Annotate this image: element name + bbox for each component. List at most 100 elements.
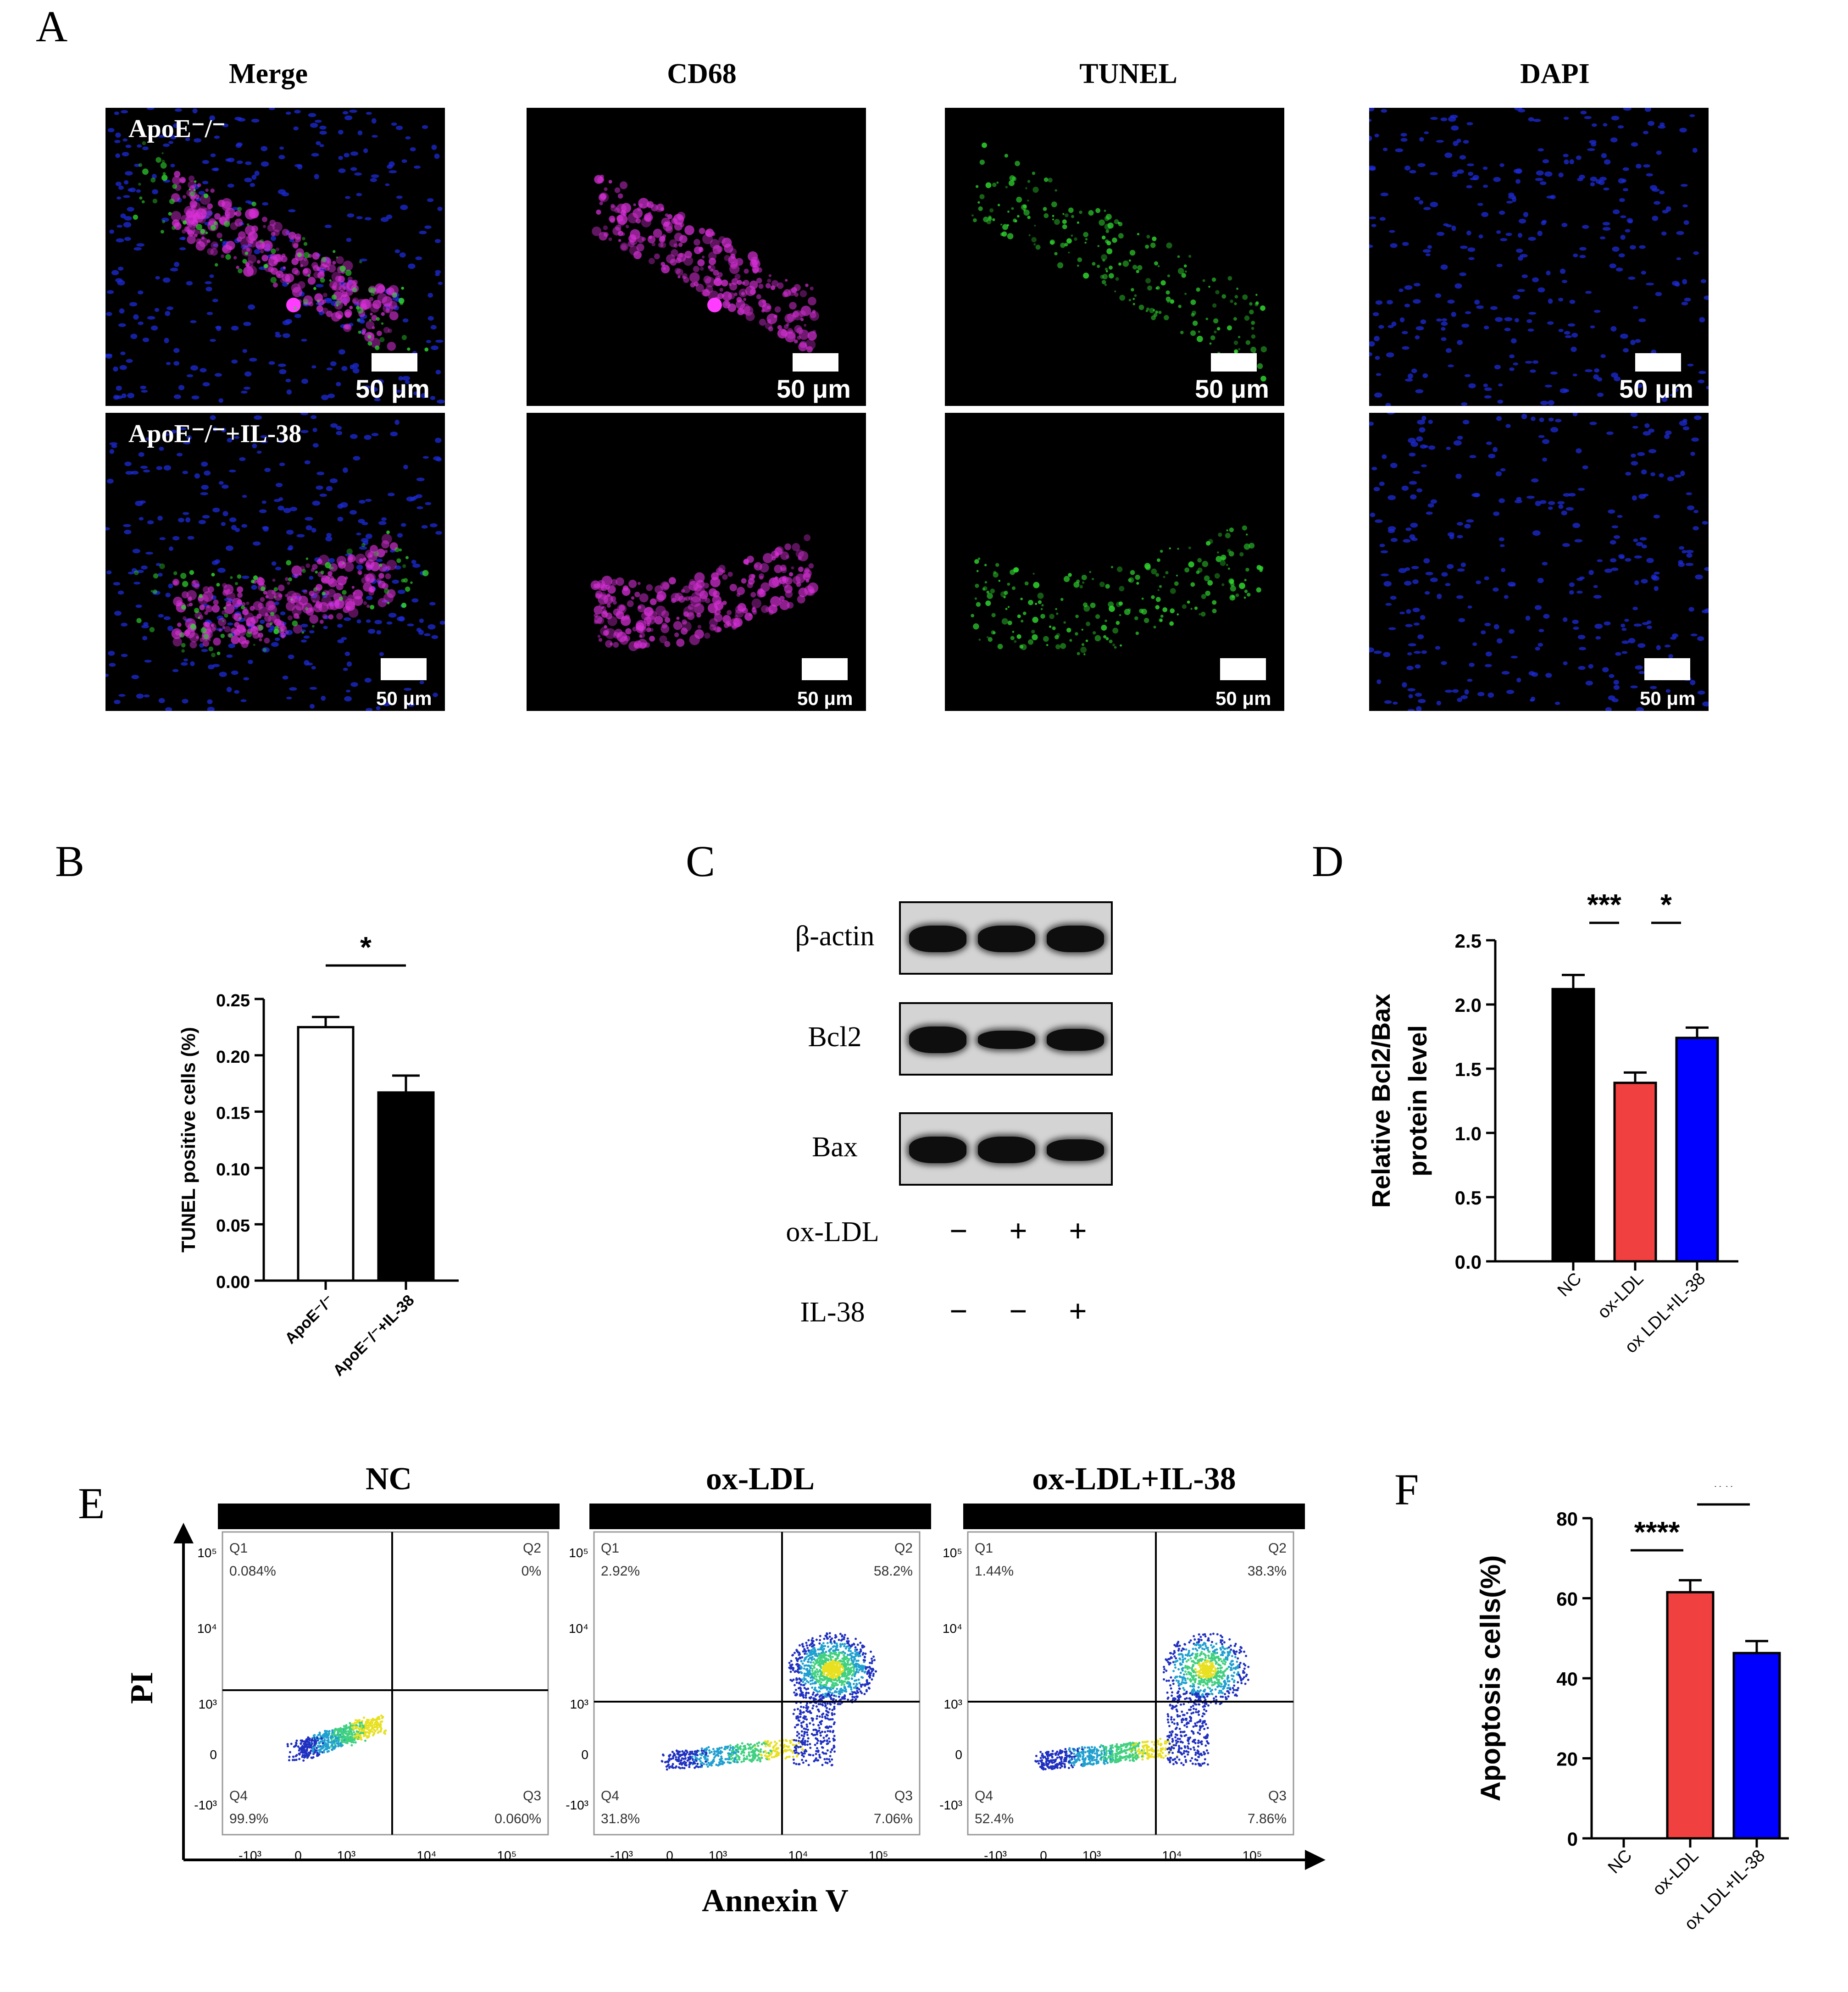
micrograph-image — [971, 525, 1264, 655]
flow-plot: Q1 1.44% Q2 38.3% Q4 52.4% Q3 7.86% 10⁵ 10⁴ 10³ 0 -1… — [939, 1531, 1294, 1863]
bar — [1613, 1082, 1657, 1263]
micrograph-tunel-row1: 50 μm — [945, 108, 1284, 406]
y-axis-title: TUNEL positive cells (%) — [178, 1027, 199, 1253]
y-tick-label: 1.5 — [1455, 1059, 1482, 1080]
group-title: NC — [365, 1461, 412, 1497]
y-tick-label: 2.0 — [1455, 994, 1482, 1016]
condition-sign: + — [1009, 1214, 1027, 1249]
x-tick-label: 10⁴ — [788, 1848, 808, 1863]
category-label: ApoE⁻/⁻ — [282, 1292, 338, 1348]
scale-bar — [1211, 353, 1257, 372]
significance-stars: *** — [1587, 890, 1621, 921]
blot-band — [909, 926, 966, 952]
micrograph-cd68-row2: 50 μm — [527, 413, 866, 711]
y-tick-label: 60 — [1556, 1588, 1578, 1610]
y-tick-label: 0.15 — [216, 1104, 250, 1123]
scale-bar-label: 50 μm — [1619, 374, 1693, 403]
condition-sign: + — [1069, 1294, 1087, 1329]
scale-bar-label: 50 μm — [355, 374, 430, 403]
quadrant-q1-value: 2.92% — [601, 1564, 640, 1579]
x-tick-label: 10³ — [709, 1848, 727, 1863]
quadrant-q4-label: Q4 — [975, 1788, 993, 1803]
scale-bar-label: 50 μm — [797, 688, 853, 709]
y-tick-label: 0.05 — [216, 1216, 250, 1236]
nuclei-stain — [105, 108, 445, 404]
y-tick-label: -10³ — [939, 1798, 962, 1812]
blot-band — [909, 1137, 966, 1163]
bar — [1675, 1037, 1719, 1263]
scale-bar-label: 50 μm — [777, 374, 851, 403]
category-label: ox-LDL — [1594, 1269, 1647, 1322]
y-tick-label: 10⁴ — [943, 1621, 962, 1636]
tunel-stain — [971, 142, 1267, 382]
y-tick-label: 1.0 — [1455, 1123, 1482, 1144]
pi-axis-arrow — [173, 1523, 194, 1543]
x-tick-label: 10⁵ — [497, 1848, 517, 1863]
plot-frame — [967, 1531, 1294, 1836]
cell-events — [286, 1715, 387, 1762]
y-tick-label: 20 — [1556, 1748, 1578, 1770]
blot-strip — [899, 1002, 1113, 1076]
quadrant-q4-value: 99.9% — [229, 1811, 268, 1826]
condition-sign: − — [1009, 1294, 1027, 1329]
y-tick-label: 10⁵ — [197, 1546, 217, 1560]
condition-sign: + — [1069, 1214, 1087, 1249]
scale-bar-label: 50 μm — [376, 688, 432, 709]
tunel-bar-chart: 0.00 0.05 0.10 0.15 0.20 0.25 TUNEL positive c… — [178, 931, 459, 1380]
y-tick-label: 0.25 — [216, 991, 250, 1010]
quadrant-q3-value: 7.06% — [874, 1811, 913, 1826]
annexin-axis-arrow — [1305, 1850, 1326, 1870]
category-label: ox-LDL — [1649, 1846, 1702, 1899]
panel-label-e: E — [78, 1479, 105, 1528]
x-tick-label: 10⁵ — [1243, 1848, 1262, 1863]
condition-sign: − — [949, 1294, 968, 1329]
blot-band — [978, 926, 1035, 952]
panel-label-d: D — [1312, 837, 1344, 886]
quadrant-q3-value: 0.060% — [494, 1811, 541, 1826]
y-tick-label: 80 — [1556, 1508, 1578, 1530]
y-tick-label: 10³ — [944, 1697, 962, 1711]
scale-bar — [1644, 658, 1690, 680]
quadrant-q3-label: Q3 — [523, 1788, 541, 1803]
y-tick-label: 0 — [955, 1748, 962, 1762]
quadrant-q1-value: 1.44% — [975, 1564, 1014, 1579]
y-axis-title: protein level — [1403, 1025, 1432, 1176]
y-tick-label: 10⁴ — [569, 1621, 588, 1636]
quadrant-q1-label: Q1 — [601, 1541, 619, 1556]
group-title: ox-LDL — [705, 1461, 815, 1497]
flow-plot: Q1 2.92% Q2 58.2% Q4 31.8% Q3 7.06% 10⁵ 10⁴ 10³ 0 -1… — [566, 1531, 921, 1863]
quadrant-q2-value: 38.3% — [1248, 1564, 1287, 1579]
quadrant-q2-value: 0% — [522, 1564, 541, 1579]
y-tick-label: 0 — [1567, 1828, 1578, 1850]
micrograph-image — [105, 413, 445, 711]
y-tick-label: 10³ — [199, 1697, 217, 1711]
significance-stars: * — [360, 931, 372, 964]
x-tick-label: 10³ — [337, 1848, 355, 1863]
annexin-axis-title: Annexin V — [702, 1883, 849, 1919]
cd68-stain — [171, 171, 399, 351]
quadrant-q3-value: 7.86% — [1248, 1811, 1287, 1826]
column-title-tunel: TUNEL — [1079, 58, 1177, 89]
quadrant-q2-value: 58.2% — [874, 1564, 913, 1579]
blot-band — [978, 1137, 1035, 1163]
significance-stars: * — [1660, 890, 1672, 921]
nuclei-stain — [1369, 108, 1709, 406]
blot-band — [1047, 1139, 1104, 1161]
x-tick-label: 0 — [294, 1848, 302, 1863]
y-tick-label: 10³ — [570, 1697, 588, 1711]
quadrant-q4-label: Q4 — [601, 1788, 619, 1803]
cd68-stain — [171, 533, 398, 649]
y-tick-label: 10⁵ — [943, 1546, 962, 1560]
x-tick-label: -10³ — [610, 1848, 633, 1863]
y-tick-label: 10⁴ — [197, 1621, 217, 1636]
quadrant-q3-label: Q3 — [894, 1788, 913, 1803]
blot-label-1: Bcl2 — [808, 1021, 862, 1053]
x-tick-label: 10⁴ — [1162, 1848, 1182, 1863]
panel-label-b: B — [55, 837, 85, 886]
y-axis-title: Relative Bcl2/Bax — [1366, 994, 1395, 1208]
blot-band — [1047, 926, 1104, 952]
x-tick-label: 10⁴ — [416, 1848, 436, 1863]
x-tick-label: 0 — [1040, 1848, 1047, 1863]
row-label-apoe-il38: ApoE⁻/⁻+IL-38 — [128, 420, 302, 448]
y-tick-label: 0.10 — [216, 1160, 250, 1179]
